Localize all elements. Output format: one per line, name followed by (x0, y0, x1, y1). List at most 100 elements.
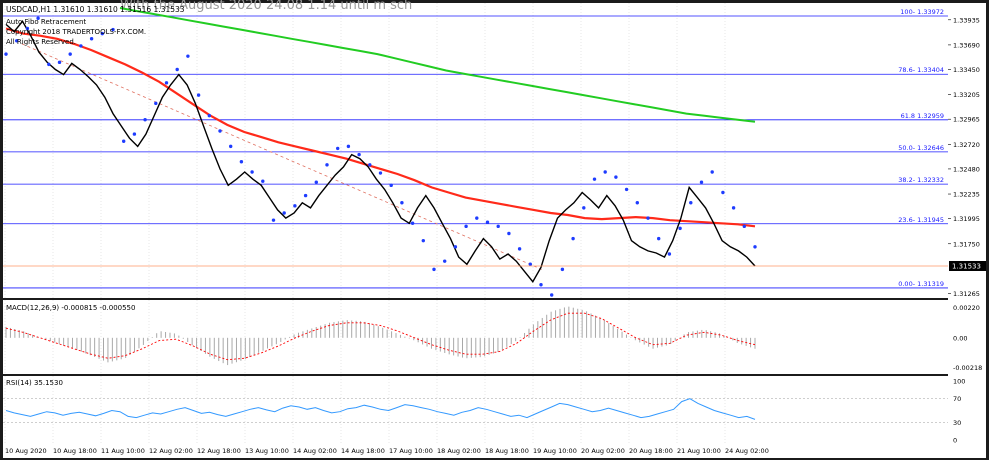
psar-dot (528, 262, 532, 266)
price-tick-label: 1.31995 (953, 215, 980, 223)
psar-dot (721, 190, 725, 195)
psar-dot (400, 201, 404, 205)
psar-dot (325, 163, 329, 167)
psar-dot (507, 231, 511, 236)
rsi-label: RSI(14) 35.1530 (6, 379, 63, 387)
time-tick-label: 14 Aug 02:00 (293, 447, 337, 455)
time-tick-label: 10 Aug 18:00 (53, 447, 97, 455)
fibo-label: 0.00- 1.31319 (898, 280, 944, 288)
psar-dot (143, 118, 147, 122)
psar-dot (271, 218, 276, 222)
rsi-tick-label: 100 (953, 378, 965, 386)
psar-dot (336, 146, 340, 151)
psar-dot (421, 238, 425, 243)
psar-dot (4, 52, 8, 56)
price-tick-label: 1.31265 (953, 290, 980, 298)
time-tick-label: 20 Aug 02:00 (581, 447, 625, 455)
psar-dot (79, 44, 83, 48)
fibo-label: 61.8 1.32959 (901, 112, 944, 120)
psar-dot (475, 216, 479, 220)
psar-dot (154, 101, 158, 106)
macd-tick-label: 0.00 (953, 334, 967, 342)
psar-dot (539, 283, 543, 287)
fibo-label: 50.0- 1.32646 (898, 144, 944, 152)
psar-dot (89, 37, 94, 41)
psar-dot (689, 201, 693, 205)
psar-dot (699, 180, 704, 184)
psar-dot (196, 93, 201, 97)
current-price-box (949, 260, 986, 271)
psar-dot (731, 206, 736, 210)
fibo-label: 78.6- 1.33404 (898, 66, 944, 74)
main-pane[interactable] (3, 3, 948, 298)
ma-fast-line (5, 27, 756, 228)
time-tick-label: 13 Aug 10:00 (245, 447, 289, 455)
psar-dot (710, 170, 714, 174)
psar-dot (603, 170, 607, 174)
psar-dot (624, 187, 629, 192)
time-tick-label: 14 Aug 18:00 (341, 447, 385, 455)
time-tick-label: 20 Aug 18:00 (629, 447, 673, 455)
psar-dot (742, 224, 746, 229)
trend-line (21, 43, 542, 270)
psar-dot (132, 132, 137, 136)
psar-dot (218, 129, 222, 133)
time-tick-label: 10 Aug 2020 (5, 447, 47, 455)
psar-dot (657, 236, 661, 241)
time-tick-label: 18 Aug 18:00 (485, 447, 529, 455)
price-tick-label: 1.33450 (953, 66, 980, 74)
ma-slow-line (119, 7, 756, 123)
macd-pane[interactable] (3, 300, 948, 374)
price-tick-label: 1.33205 (953, 91, 980, 99)
price-tick-label: 1.32965 (953, 116, 980, 124)
psar-dot (378, 171, 383, 175)
psar-dot (496, 224, 500, 229)
psar-dot (261, 179, 265, 183)
psar-dot (122, 139, 126, 143)
psar-dot (443, 259, 447, 263)
time-tick-label: 21 Aug 10:00 (677, 447, 721, 455)
price-scale (948, 3, 986, 444)
psar-dot (239, 160, 244, 164)
psar-dot (560, 267, 565, 272)
psar-dot (550, 293, 554, 297)
macd-label: MACD(12,26,9) -0.000815 -0.000550 (6, 304, 135, 312)
time-tick-label: 17 Aug 10:00 (389, 447, 433, 455)
fibo-levels: 100- 1.33972 78.6- 1.33404 61.8 1.32959 50.… (3, 8, 948, 289)
psar-dot (175, 67, 179, 72)
psar-dot (753, 245, 757, 249)
grid (4, 3, 726, 444)
copyright-text: Copyright 2018 TRADERTOOLS-FX.COM. (6, 28, 146, 36)
macd-tick-label: 0.00220 (953, 304, 980, 312)
indicator-title: Auto Fibo Retracement (6, 18, 86, 26)
rsi-pane[interactable] (3, 376, 948, 444)
psar-dot (667, 252, 672, 256)
macd-signal-line (5, 312, 756, 361)
symbol-label: USDCAD,H1 1.31610 1.31610 1.31516 1.3153… (6, 5, 185, 14)
psar-dot (346, 144, 351, 149)
psar-dot (100, 31, 105, 36)
time-tick-label: 12 Aug 18:00 (197, 447, 241, 455)
time-scale (3, 444, 986, 458)
rsi-tick-label: 30 (953, 419, 961, 427)
time-tick-label: 18 Aug 02:00 (437, 447, 481, 455)
psar-dot (410, 221, 415, 225)
psar-dot (282, 211, 286, 215)
price-tick-label: 1.32480 (953, 165, 980, 173)
time-tick-label: 19 Aug 10:00 (533, 447, 577, 455)
current-price: 1.31533 (3, 260, 986, 271)
psar-dot (68, 52, 72, 56)
psar-dot (678, 226, 682, 231)
fibo-label: 38.2- 1.32332 (898, 176, 944, 184)
psar-dot (207, 113, 211, 118)
psar-dot (303, 193, 308, 198)
fibo-label: 100- 1.33972 (900, 8, 944, 16)
rsi-line (5, 398, 756, 420)
psar-dot (432, 267, 436, 272)
psar-dot (314, 180, 318, 184)
price-tick-label: 1.32720 (953, 141, 980, 149)
psar-dot (164, 81, 169, 85)
psar-dot (453, 245, 458, 249)
psar-dot (15, 39, 19, 43)
